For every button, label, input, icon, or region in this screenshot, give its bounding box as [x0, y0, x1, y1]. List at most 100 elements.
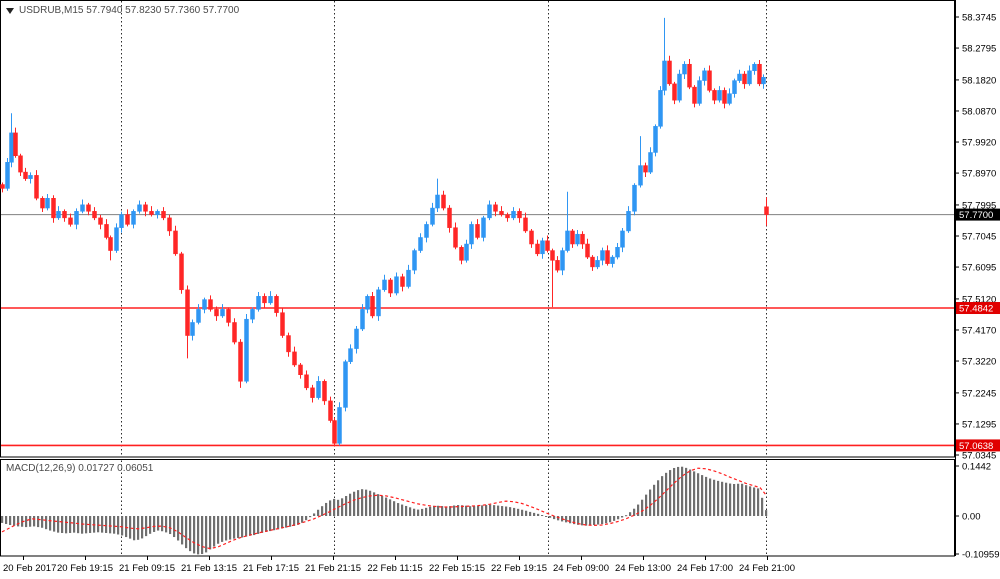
- bull-candle: [747, 70, 752, 85]
- macd-bar: [445, 506, 448, 516]
- macd-bar: [509, 507, 512, 516]
- macd-bar: [377, 494, 380, 516]
- macd-bar: [89, 516, 92, 533]
- bull-candle: [137, 204, 142, 212]
- time-axis-label: 21 Feb 13:15: [181, 563, 237, 574]
- bear-candle: [185, 289, 190, 336]
- bull-candle: [702, 70, 707, 81]
- bear-candle: [322, 381, 327, 402]
- bull-candle: [244, 318, 249, 382]
- macd-bar: [681, 466, 684, 516]
- macd-bar: [609, 516, 612, 523]
- symbol-dropdown-icon[interactable]: [6, 7, 14, 14]
- macd-bar: [649, 489, 652, 516]
- bear-candle: [34, 175, 39, 199]
- bull-candle: [697, 80, 702, 104]
- macd-bar: [457, 505, 460, 516]
- bear-candle: [590, 256, 595, 268]
- bear-candle: [292, 351, 297, 366]
- macd-bar: [481, 505, 484, 516]
- price-axis-label: 57.6095: [962, 263, 996, 274]
- macd-bar: [761, 497, 764, 516]
- bear-candle: [226, 309, 231, 323]
- macd-bar: [393, 501, 396, 516]
- macd-bar: [185, 516, 188, 549]
- macd-bar: [105, 516, 108, 533]
- bull-candle: [677, 73, 682, 101]
- bull-candle: [732, 80, 737, 94]
- bear-candle: [262, 296, 267, 304]
- macd-bar: [489, 504, 492, 516]
- bear-candle: [505, 214, 510, 219]
- bull-candle: [737, 73, 742, 81]
- macd-bar: [317, 509, 320, 516]
- macd-bar: [513, 507, 516, 516]
- macd-bar: [9, 516, 12, 526]
- macd-bar: [1, 516, 4, 523]
- price-axis-label: 57.9920: [962, 138, 996, 149]
- bull-candle: [418, 237, 423, 251]
- macd-bar: [101, 516, 104, 533]
- macd-bar: [705, 476, 708, 516]
- macd-bar: [197, 516, 200, 555]
- bull-candle: [540, 240, 545, 255]
- price-box-bg: [956, 208, 1000, 221]
- price-axis-label: 57.7995: [962, 200, 996, 211]
- bull-candle: [268, 296, 273, 304]
- price-box-value: 57.4842: [959, 304, 993, 315]
- bear-candle: [742, 73, 747, 85]
- bear-candle: [86, 204, 91, 212]
- bear-candle: [687, 63, 692, 88]
- macd-bar: [177, 516, 180, 541]
- bull-candle: [155, 211, 160, 215]
- macd-bar: [81, 516, 84, 534]
- macd-bar: [357, 490, 360, 516]
- macd-bar: [297, 516, 300, 525]
- macd-bar: [701, 475, 704, 516]
- bear-candle: [161, 211, 166, 219]
- macd-bar: [697, 473, 700, 516]
- bull-candle: [648, 152, 653, 173]
- bull-candle: [360, 309, 365, 330]
- macd-bar: [505, 506, 508, 516]
- macd-axis-label: 0.1442: [962, 462, 991, 473]
- bull-candle: [481, 217, 486, 238]
- macd-bar: [221, 516, 224, 542]
- macd-bar: [173, 516, 176, 538]
- price-axis-label: 57.2245: [962, 388, 996, 399]
- macd-signal-line: [1, 467, 767, 550]
- bear-candle: [68, 217, 73, 225]
- bull-candle: [376, 289, 381, 317]
- macd-axis: 0.1442 0.00 -0.10959: [955, 462, 1000, 560]
- macd-bar: [85, 516, 88, 534]
- macd-bar: [121, 516, 124, 536]
- bull-candle: [727, 93, 732, 104]
- bear-candle: [274, 296, 279, 313]
- macd-bar: [597, 516, 600, 525]
- macd-bar: [229, 516, 232, 540]
- macd-bar: [149, 516, 152, 534]
- price-marker-box: 57.7700: [956, 208, 1000, 221]
- bear-candle: [712, 90, 717, 101]
- time-axis-label: 24 Feb 09:00: [553, 563, 609, 574]
- bull-candle: [382, 279, 387, 291]
- macd-bar: [225, 516, 228, 541]
- bull-candle: [5, 162, 10, 189]
- bear-candle: [149, 211, 154, 215]
- bull-candle: [662, 60, 667, 91]
- bear-candle: [499, 211, 504, 215]
- price-axis-label: 58.2795: [962, 44, 996, 55]
- bull-candle: [511, 211, 516, 219]
- macd-bar: [497, 505, 500, 516]
- macd-bar: [125, 516, 128, 538]
- bull-candle: [343, 361, 348, 408]
- macd-bar: [673, 467, 676, 516]
- bull-candle: [761, 77, 766, 85]
- macd-bar: [613, 516, 616, 521]
- bear-candle: [214, 309, 219, 317]
- bear-candle: [545, 240, 550, 251]
- macd-bar: [389, 499, 392, 516]
- time-axis-label: 22 Feb 15:15: [429, 563, 485, 574]
- macd-bar: [353, 491, 356, 516]
